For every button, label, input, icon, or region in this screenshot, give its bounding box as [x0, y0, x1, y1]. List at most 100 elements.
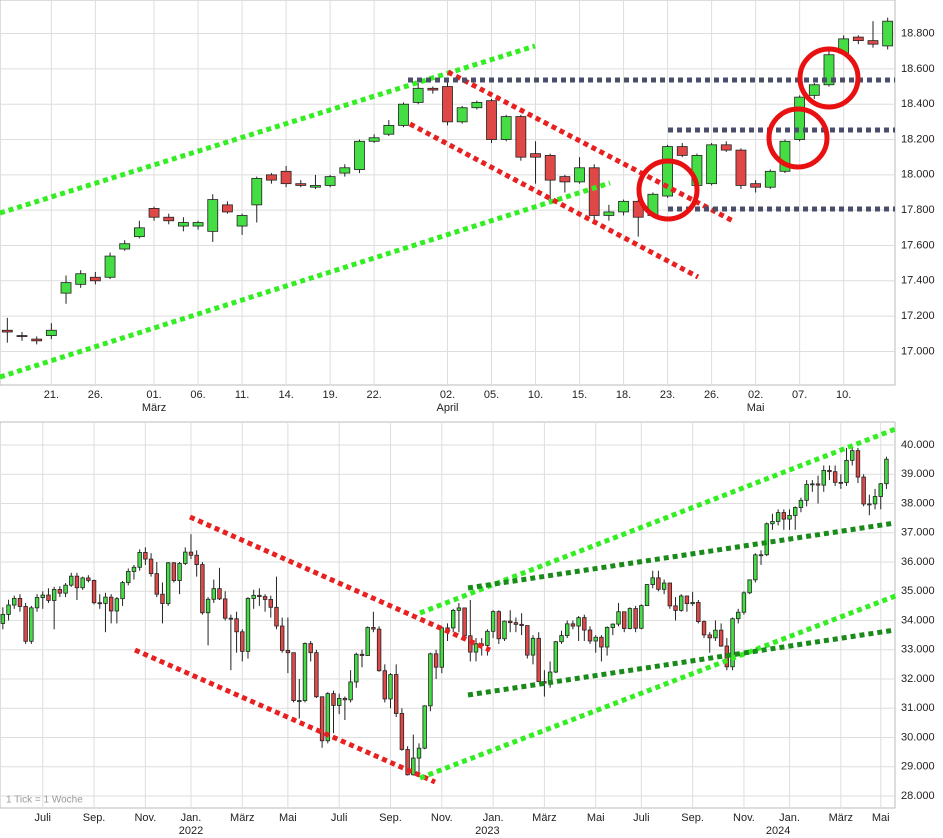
- x-tick-label: 06.: [190, 389, 205, 401]
- candle-body: [502, 620, 507, 640]
- candle-body: [662, 146, 673, 197]
- candle-body: [104, 255, 116, 278]
- x-tick-label: 14.: [278, 389, 293, 401]
- candle-body: [192, 222, 204, 227]
- candle-body: [251, 594, 256, 599]
- candle-body: [143, 552, 148, 560]
- x-tick-label: 22.: [366, 389, 381, 401]
- x-tick-label: 18.: [616, 389, 631, 401]
- candle-body: [656, 577, 661, 590]
- candle-body: [314, 652, 319, 698]
- candle-body: [45, 329, 57, 336]
- y-tick-label: 34.000: [901, 614, 935, 626]
- candle-body: [405, 749, 410, 776]
- candle-body: [382, 670, 387, 700]
- candle-body: [667, 582, 673, 607]
- candle-body: [758, 554, 764, 557]
- candles: [0, 17, 894, 777]
- candle-body: [565, 623, 570, 636]
- candle-body: [582, 617, 587, 631]
- candle-body: [416, 747, 422, 759]
- candle-body: [365, 627, 370, 656]
- candle-body: [433, 653, 439, 668]
- candle-body: [781, 512, 787, 520]
- candle-body: [439, 627, 444, 668]
- x-tick-label: 05.: [484, 389, 499, 401]
- candle-body: [412, 87, 424, 103]
- y-tick-label: 35.000: [901, 585, 935, 597]
- x-tick-label: Juli: [633, 812, 650, 824]
- candle-body: [295, 183, 307, 186]
- candle-body: [764, 170, 776, 188]
- candle-body: [114, 598, 120, 612]
- candle-body: [779, 140, 791, 172]
- candle-body: [245, 598, 251, 652]
- y-tick-label: 38.000: [901, 497, 935, 509]
- candle-body: [673, 605, 678, 611]
- x-tick-label: 21.: [44, 389, 59, 401]
- candle-body: [884, 458, 889, 485]
- candle-body: [720, 144, 732, 151]
- candle-body: [297, 700, 302, 702]
- candle-body: [844, 459, 849, 483]
- x-tick-label: 10.: [836, 389, 851, 401]
- x-tick-label: Jan.: [483, 812, 504, 824]
- candle-body: [422, 705, 427, 749]
- candle-body: [696, 602, 701, 622]
- candle-body: [513, 622, 519, 625]
- x-tick-label: 01.: [146, 389, 161, 401]
- candle-body: [750, 183, 762, 188]
- candle-body: [177, 563, 182, 581]
- x-tick-label: 11.: [235, 389, 249, 401]
- candle-body: [103, 596, 108, 604]
- candle-body: [348, 681, 353, 701]
- candle-body: [855, 450, 861, 478]
- candle-body: [228, 617, 234, 620]
- candle-body: [74, 575, 80, 589]
- candle-body: [60, 282, 72, 294]
- candle-body: [1, 329, 13, 333]
- x-tick-label: 02.: [440, 389, 455, 401]
- candle-body: [462, 607, 467, 637]
- x-group-label: 2024: [766, 825, 790, 837]
- candle-body: [798, 499, 804, 508]
- candle-body: [285, 650, 291, 654]
- candle-body: [240, 631, 245, 652]
- y-tick-label: 36.000: [901, 556, 935, 568]
- candle-body: [148, 558, 154, 575]
- candle-body: [804, 483, 809, 501]
- candle-body: [154, 573, 159, 595]
- candle-body: [308, 643, 313, 654]
- x-group-label: März: [142, 402, 166, 414]
- candle-body: [530, 153, 541, 158]
- candle-body: [519, 623, 524, 626]
- highlight-circle: [797, 46, 861, 110]
- candle-body: [872, 496, 878, 505]
- candle-body: [80, 577, 85, 589]
- candle-body: [587, 629, 593, 642]
- x-tick-label: März: [532, 812, 556, 824]
- candle-body: [194, 554, 199, 565]
- candle-body: [838, 481, 844, 484]
- trend-line: [188, 514, 492, 653]
- candle-body: [775, 512, 781, 522]
- candle-body: [428, 653, 433, 707]
- x-tick-label: 02.: [748, 389, 763, 401]
- candle-body: [821, 470, 826, 486]
- candle-body: [266, 174, 277, 181]
- candle-body: [359, 653, 365, 656]
- highlight-circle: [636, 158, 700, 222]
- candle-body: [393, 674, 399, 714]
- candle-body: [89, 276, 101, 282]
- candle-body: [823, 54, 835, 86]
- candle-body: [119, 243, 131, 250]
- x-tick-label: März: [230, 812, 254, 824]
- x-tick-label: Sep.: [379, 812, 402, 824]
- candle-body: [622, 611, 627, 629]
- candle-body: [787, 514, 792, 520]
- y-tick-label: 29.000: [901, 761, 935, 773]
- y-tick-label: 18.400: [901, 98, 935, 110]
- y-tick-label: 18.600: [901, 63, 935, 75]
- x-tick-label: Nov.: [733, 812, 755, 824]
- x-tick-label: Mai: [279, 812, 297, 824]
